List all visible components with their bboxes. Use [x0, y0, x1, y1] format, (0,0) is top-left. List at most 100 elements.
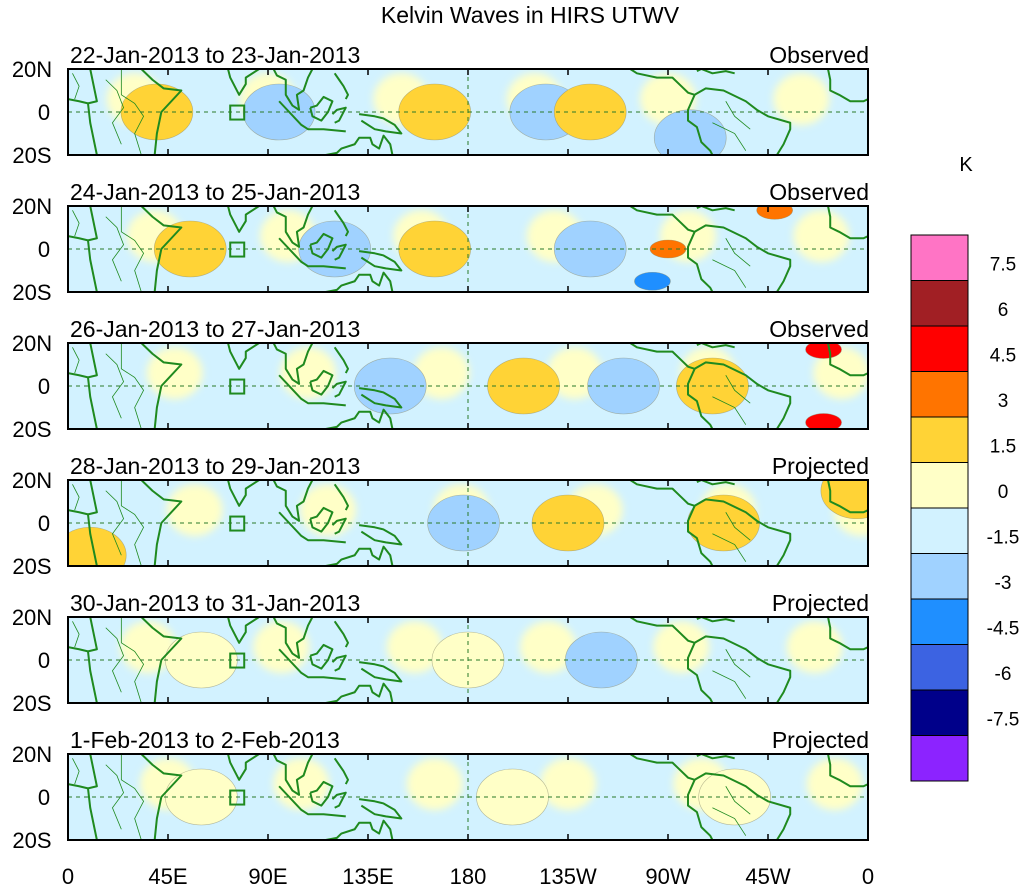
colorbar-label: 4.5	[990, 346, 1016, 367]
country-border	[725, 101, 751, 130]
coastline	[319, 682, 394, 703]
island-box	[229, 104, 246, 121]
coastline	[87, 617, 98, 703]
country-border	[712, 807, 747, 836]
y-tick-label: 20S	[12, 554, 51, 579]
colorbar-label: 7.5	[990, 255, 1016, 276]
country-border	[725, 512, 751, 541]
coastlines	[68, 343, 868, 429]
coastline	[90, 480, 183, 566]
country-border	[105, 627, 125, 693]
panel-status: Projected	[772, 590, 869, 616]
coastline	[87, 206, 98, 292]
coastline	[309, 369, 334, 396]
y-tick-label: 20N	[12, 331, 52, 356]
country-borders	[72, 206, 751, 292]
colorbar-label: -6	[995, 664, 1012, 685]
y-tick-label: 20S	[12, 691, 51, 716]
coastline	[319, 134, 394, 155]
weak-band	[213, 372, 270, 425]
colorbar-units-label: K	[959, 154, 973, 176]
chart-title: Kelvin Waves in HIRS UTWV	[381, 2, 680, 28]
country-border	[712, 259, 747, 288]
colorbar-swatch	[910, 371, 969, 418]
coastline	[87, 343, 98, 429]
x-tick-label: 135E	[342, 864, 393, 887]
weak-band	[806, 758, 863, 811]
coastlines	[68, 617, 868, 703]
colorbar-swatch	[910, 689, 969, 736]
panel-6: 20N 0 20S 1-Feb-2013 to 2-Feb-2013 Projected	[12, 727, 869, 853]
country-border	[712, 396, 747, 425]
colorbar-label: -3	[995, 573, 1012, 594]
x-tick-label: 0	[862, 864, 874, 887]
coastline	[278, 237, 346, 270]
panel-plot-area	[68, 69, 868, 155]
panel-status: Projected	[772, 453, 869, 479]
island-box	[229, 241, 246, 258]
anomaly-contour	[805, 343, 842, 359]
country-border	[105, 490, 125, 556]
panel-date-range: 30-Jan-2013 to 31-Jan-2013	[70, 590, 360, 616]
coastline	[827, 69, 868, 103]
coastline	[319, 408, 394, 429]
coastline	[358, 250, 403, 272]
colorbar-swatch	[910, 280, 969, 327]
colorbar-label: -1.5	[987, 528, 1020, 549]
country-borders	[72, 480, 751, 566]
weak-band	[653, 621, 710, 674]
coastline	[90, 754, 183, 840]
panel-date-range: 1-Feb-2013 to 2-Feb-2013	[70, 727, 340, 753]
colorbar-swatch	[910, 234, 969, 281]
country-borders	[72, 754, 751, 840]
coastline	[333, 757, 349, 785]
weak-band	[746, 372, 803, 425]
coastline	[358, 387, 403, 409]
country-border	[712, 670, 747, 699]
x-tick-label: 90E	[248, 864, 287, 887]
panel-4: 20N 0 20S 28-Jan-2013 to 29-Jan-2013 Project…	[12, 453, 869, 579]
y-tick-label: 0	[38, 785, 50, 810]
country-border	[725, 649, 751, 678]
weak-band	[786, 621, 843, 674]
panel-plot-area	[68, 617, 868, 703]
x-tick-label: 135W	[539, 864, 597, 887]
country-border	[72, 73, 80, 100]
coastline	[278, 100, 346, 133]
weak-band	[766, 509, 823, 562]
coastline	[319, 545, 394, 566]
coastline	[87, 754, 98, 840]
weak-band	[726, 235, 783, 288]
colorbar-swatch	[910, 325, 969, 372]
anomaly-contour	[165, 768, 238, 826]
coastline	[319, 271, 394, 292]
coastline	[309, 780, 334, 807]
coastline	[827, 343, 868, 377]
colorbar-label: 6	[998, 300, 1009, 321]
coastline	[192, 69, 314, 111]
island-box	[229, 515, 246, 532]
colorbar-label: 0	[998, 482, 1009, 503]
y-tick-label: 20S	[12, 280, 51, 305]
anomaly-contour	[820, 480, 868, 520]
panel-1: 20N 0 20S 22-Jan-2013 to 23-Jan-2013 Observe…	[12, 42, 869, 168]
anomaly-contour	[653, 109, 727, 155]
weak-band	[773, 73, 830, 126]
coastline	[358, 798, 403, 820]
weak-band	[720, 646, 776, 699]
panel-status: Observed	[769, 316, 869, 342]
weak-band	[253, 621, 310, 674]
coastline	[687, 505, 714, 566]
coastline	[333, 483, 349, 511]
colorbar-swatch	[910, 598, 969, 645]
coastline	[333, 209, 349, 237]
anomaly-contour	[634, 271, 671, 291]
coastline	[687, 94, 714, 155]
coastline	[319, 819, 394, 840]
weak-band	[68, 646, 110, 699]
anomaly-blobs	[165, 768, 771, 826]
coastline	[629, 480, 792, 566]
weak-band	[166, 484, 223, 537]
panel-date-range: 26-Jan-2013 to 27-Jan-2013	[70, 316, 360, 342]
